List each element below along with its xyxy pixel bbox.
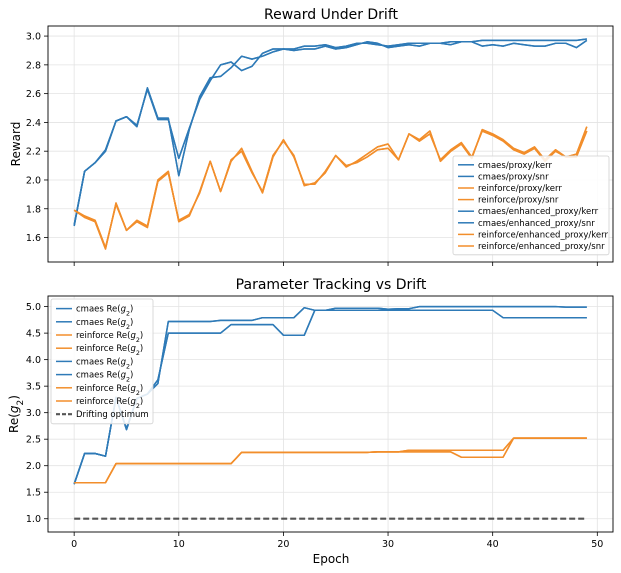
reward-chart-y-ticks: 1.6 1.8 2.0 2.2 2.4 2.6 2.8 3.0 (26, 32, 48, 244)
legend-label: reinforce Re(g2) (76, 384, 143, 397)
y-tick-label: 3.5 (26, 382, 41, 393)
x-tick-label: 0 (71, 539, 77, 550)
legend-label: reinforce Re(g2) (76, 397, 143, 410)
tracking-chart-title: Parameter Tracking vs Drift (236, 277, 427, 293)
series-line-8 (74, 437, 587, 484)
legend-label: cmaes/enhanced_proxy/snr (478, 219, 595, 229)
y-tick-label: 1.0 (26, 514, 41, 525)
tracking-chart-series (73, 305, 587, 520)
x-tick-label: 20 (277, 539, 289, 550)
legend-label: reinforce Re(g2) (76, 331, 143, 344)
y-tick-label: 2.0 (26, 461, 41, 472)
tracking-chart-y-ticks: 1.0 1.5 2.0 2.5 3.0 3.5 4.0 4.5 5.0 (26, 302, 48, 525)
x-tick-label: 50 (591, 539, 603, 550)
legend-label: cmaes Re(g2) (76, 371, 133, 384)
reward-chart-x-ticks (73, 262, 598, 266)
legend-label: Drifting optimum (76, 410, 149, 420)
legend-label: cmaes/proxy/kerr (478, 161, 552, 171)
tracking-chart-frame (47, 295, 614, 533)
reward-chart-title: Reward Under Drift (264, 7, 399, 23)
legend-label: reinforce/enhanced_proxy/kerr (478, 230, 608, 240)
tracking-chart-ylabel: Re(g2) (7, 395, 26, 433)
series-line-6 (73, 309, 587, 484)
series-line-6 (73, 38, 587, 225)
y-tick-label: 3.0 (26, 32, 41, 43)
tracking-chart: Parameter Tracking vs Drift 0 10 20 30 40 50 … (7, 277, 614, 566)
legend-label: cmaes Re(g2) (76, 357, 133, 370)
y-tick-label: 2.4 (26, 118, 41, 129)
legend-label: cmaes Re(g2) (76, 318, 133, 331)
x-tick-label: 30 (382, 539, 394, 550)
reward-chart-ylabel: Reward (9, 122, 23, 167)
reward-chart-series (73, 38, 588, 250)
legend-label: reinforce Re(g2) (76, 344, 143, 357)
legend-box (50, 298, 154, 425)
y-tick-label: 2.8 (26, 60, 41, 71)
y-tick-label: 1.6 (26, 233, 41, 244)
y-tick-label: 1.5 (26, 488, 41, 499)
legend-label: cmaes/proxy/snr (478, 172, 549, 182)
x-tick-label: 40 (487, 539, 499, 550)
reward-chart-frame (47, 25, 614, 263)
y-tick-label: 2.6 (26, 89, 41, 100)
y-tick-label: 3.0 (26, 408, 41, 419)
tracking-chart-legend: cmaes Re(g2)cmaes Re(g2)reinforce Re(g2)… (50, 298, 154, 425)
y-tick-label: 2.5 (26, 435, 41, 446)
y-tick-label: 2.2 (26, 147, 41, 158)
legend-label: cmaes Re(g2) (76, 305, 133, 318)
legend-label: reinforce/proxy/snr (478, 196, 559, 206)
y-tick-label: 4.0 (26, 355, 41, 366)
tracking-chart-x-ticks: 0 10 20 30 40 50 (71, 532, 603, 550)
tracking-chart-xlabel: Epoch (313, 552, 350, 566)
legend-label: reinforce/proxy/kerr (478, 184, 562, 194)
legend-label: reinforce/enhanced_proxy/snr (478, 242, 605, 252)
series-line-5 (73, 39, 588, 227)
legend-box (452, 155, 610, 256)
legend-label: cmaes/enhanced_proxy/kerr (478, 207, 599, 217)
series-line-8 (73, 126, 588, 250)
y-tick-label: 2.0 (26, 175, 41, 186)
y-tick-label: 1.8 (26, 204, 41, 215)
y-tick-label: 5.0 (26, 302, 41, 313)
x-tick-label: 10 (173, 539, 185, 550)
y-tick-label: 4.5 (26, 329, 41, 340)
reward-chart: Reward Under Drift 1.6 1.8 2.0 2.2 2.4 2.6 2.8… (9, 7, 614, 266)
